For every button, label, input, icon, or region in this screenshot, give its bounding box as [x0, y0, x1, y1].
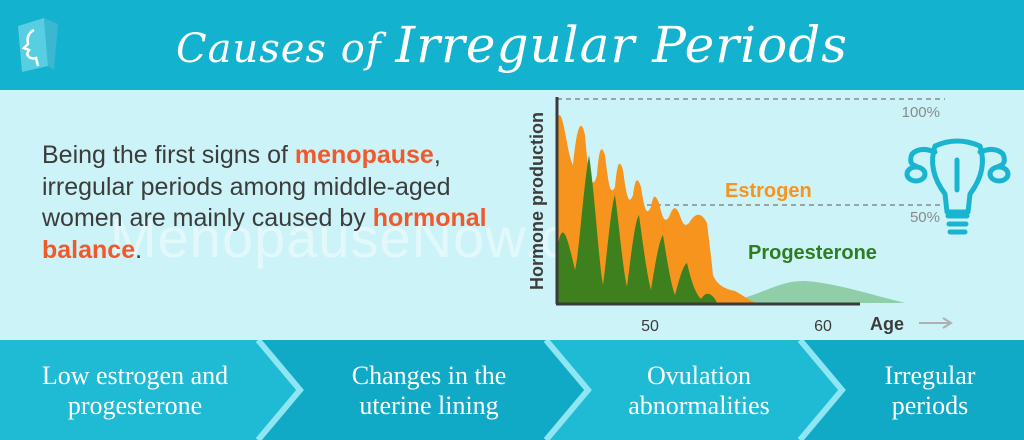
progesterone-area	[558, 155, 717, 303]
legend-progesterone: Progesterone	[748, 242, 877, 264]
step-ovulation: Ovulation abnormalities	[628, 361, 770, 420]
uterus-icon	[904, 138, 1011, 235]
step-irregular-periods: Irregular periods	[884, 361, 976, 420]
page-title: Causes of Irregular Periods	[0, 0, 1024, 90]
y-axis-label: Hormone production	[527, 112, 547, 290]
title-part-causes: Causes	[176, 26, 327, 72]
title-part-of: of	[327, 26, 396, 72]
x-axis-label: Age	[870, 314, 904, 334]
x-tick-50: 50	[641, 318, 659, 335]
step-divider-1	[255, 340, 304, 440]
header-bar	[0, 0, 1024, 90]
desc-text-1: Being the first signs of	[42, 141, 295, 169]
process-steps-bar	[0, 340, 1024, 440]
step-chevron-3	[546, 340, 842, 440]
step-chevron-1	[0, 340, 300, 440]
desc-text-3: .	[135, 235, 143, 264]
step-divider-3	[797, 340, 846, 440]
description-text: Being the first signs of menopause, irre…	[42, 140, 522, 266]
step-chevron-4	[800, 340, 1024, 440]
step-chevron-2	[258, 340, 588, 440]
face-profile-logo-icon	[18, 18, 58, 72]
ref-label-50: 50%	[910, 209, 940, 226]
legend-estrogen: Estrogen	[725, 180, 812, 202]
desc-text-2: , irregular periods among middle-aged wo…	[42, 141, 451, 232]
desc-highlight-hormonal-balance: hormonal balance	[42, 204, 487, 264]
hormone-chart: 100% 50% Hormone production Estrogen Pro…	[527, 97, 953, 335]
arrow-right-icon	[919, 317, 953, 329]
ref-label-100: 100%	[902, 104, 940, 121]
x-tick-60: 60	[814, 318, 832, 335]
step-divider-2	[543, 340, 592, 440]
progesterone-late-area	[715, 280, 905, 303]
desc-highlight-menopause: menopause	[294, 141, 434, 169]
title-part-main: Irregular Periods	[395, 16, 848, 74]
step-uterine-lining: Changes in the uterine lining	[351, 361, 507, 420]
step-low-estrogen: Low estrogen and progesterone	[41, 361, 229, 420]
